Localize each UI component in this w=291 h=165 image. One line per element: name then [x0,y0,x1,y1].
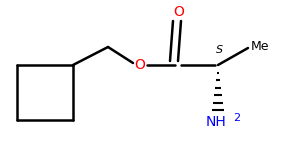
Text: 2: 2 [233,113,240,123]
Text: S: S [217,45,223,55]
Text: NH: NH [206,115,226,129]
Text: Me: Me [251,39,269,52]
Text: O: O [134,58,146,72]
Text: O: O [173,5,184,19]
